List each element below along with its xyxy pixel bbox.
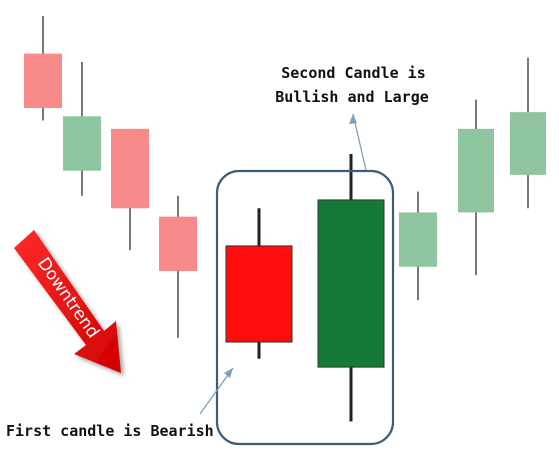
pattern-highlight-box xyxy=(215,169,395,446)
first-candle-annotation: First candle is Bearish xyxy=(6,422,214,440)
downtrend-label: Downtrend xyxy=(33,254,103,342)
second-candle-annotation: Second Candle is Bullish and Large xyxy=(275,64,435,106)
downtrend-arrow: Downtrend xyxy=(14,230,121,373)
second-candle-annotation-line-1: Second Candle is xyxy=(281,64,426,82)
candle-body-3 xyxy=(159,216,197,271)
first-candle-pointer-head xyxy=(224,368,233,378)
candle-body-1 xyxy=(63,116,101,171)
candle-body-7 xyxy=(458,128,494,213)
candle-body-5 xyxy=(317,199,385,368)
second-candle-pointer-head xyxy=(349,114,357,124)
second-candle-pointer xyxy=(352,113,367,171)
candle-body-4 xyxy=(225,245,293,343)
candles-layer xyxy=(24,16,546,422)
candle-body-8 xyxy=(510,112,546,175)
candle-body-2 xyxy=(111,128,149,209)
downtrend-arrow-icon xyxy=(14,230,121,373)
candle-body-6 xyxy=(399,212,437,267)
first-candle-annotation-line-1: First candle is Bearish xyxy=(6,422,214,440)
candle-body-0 xyxy=(24,53,62,108)
second-candle-annotation-line-2: Bullish and Large xyxy=(275,88,429,106)
